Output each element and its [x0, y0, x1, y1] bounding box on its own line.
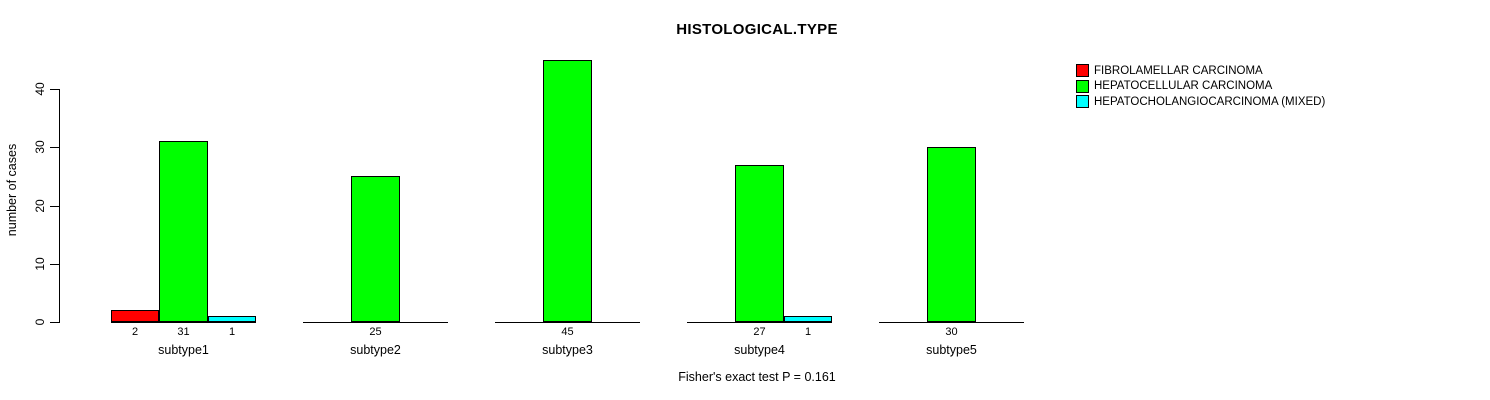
y-axis-tick-label: 30	[33, 140, 47, 154]
bar-value-label: 27	[753, 326, 766, 338]
y-axis-tick-label: 40	[33, 82, 47, 96]
legend: FIBROLAMELLAR CARCINOMA HEPATOCELLULAR CA…	[1076, 63, 1325, 110]
x-category-label: subtype4	[734, 343, 785, 357]
bar-value-label: 2	[131, 326, 139, 338]
legend-swatch	[1076, 64, 1089, 78]
y-axis-line	[59, 89, 60, 323]
x-category-label: subtype3	[542, 343, 593, 357]
x-baseline	[495, 322, 640, 323]
legend-swatch	[1076, 95, 1089, 109]
x-baseline	[687, 322, 832, 323]
chart-title: HISTOLOGICAL.TYPE	[676, 21, 838, 38]
bar-subtype1-series2	[159, 141, 208, 322]
x-baseline	[111, 322, 256, 323]
x-category-label: subtype1	[158, 343, 209, 357]
bar-subtype2-series2	[351, 176, 400, 322]
fishers-test-annotation: Fisher's exact test P = 0.161	[678, 370, 836, 384]
bar-subtype5-series2	[927, 147, 976, 322]
legend-item: HEPATOCHOLANGIOCARCINOMA (MIXED)	[1076, 94, 1325, 110]
legend-label: HEPATOCELLULAR CARCINOMA	[1094, 80, 1273, 93]
y-axis-tick	[50, 89, 59, 90]
legend-swatch	[1076, 79, 1089, 93]
bar-value-label: 1	[228, 326, 236, 338]
x-category-label: subtype5	[926, 343, 977, 357]
legend-item: HEPATOCELLULAR CARCINOMA	[1076, 79, 1325, 95]
bar-value-label: 45	[561, 326, 574, 338]
y-axis-tick	[50, 206, 59, 207]
bar-subtype4-series2	[735, 165, 784, 322]
legend-label: FIBROLAMELLAR CARCINOMA	[1094, 64, 1263, 77]
y-axis-tick-label: 0	[33, 318, 47, 326]
bar-subtype3-series2	[543, 60, 592, 322]
bar-subtype1-series1	[111, 310, 159, 322]
y-axis-tick-label: 10	[33, 257, 47, 271]
bar-value-label: 25	[369, 326, 382, 338]
bar-subtype4-series3	[784, 316, 832, 322]
x-baseline	[303, 322, 448, 323]
legend-item: FIBROLAMELLAR CARCINOMA	[1076, 63, 1325, 79]
bar-value-label: 31	[177, 326, 190, 338]
y-axis-tick	[50, 322, 59, 323]
bar-value-label: 1	[804, 326, 812, 338]
y-axis-tick-label: 20	[33, 199, 47, 213]
legend-label: HEPATOCHOLANGIOCARCINOMA (MIXED)	[1094, 95, 1326, 108]
x-category-label: subtype2	[350, 343, 401, 357]
x-baseline	[879, 322, 1024, 323]
y-axis-tick	[50, 264, 59, 265]
bar-subtype1-series3	[208, 316, 256, 322]
y-axis-tick	[50, 147, 59, 148]
y-axis-label: number of cases	[5, 143, 19, 237]
bar-value-label: 30	[945, 326, 958, 338]
